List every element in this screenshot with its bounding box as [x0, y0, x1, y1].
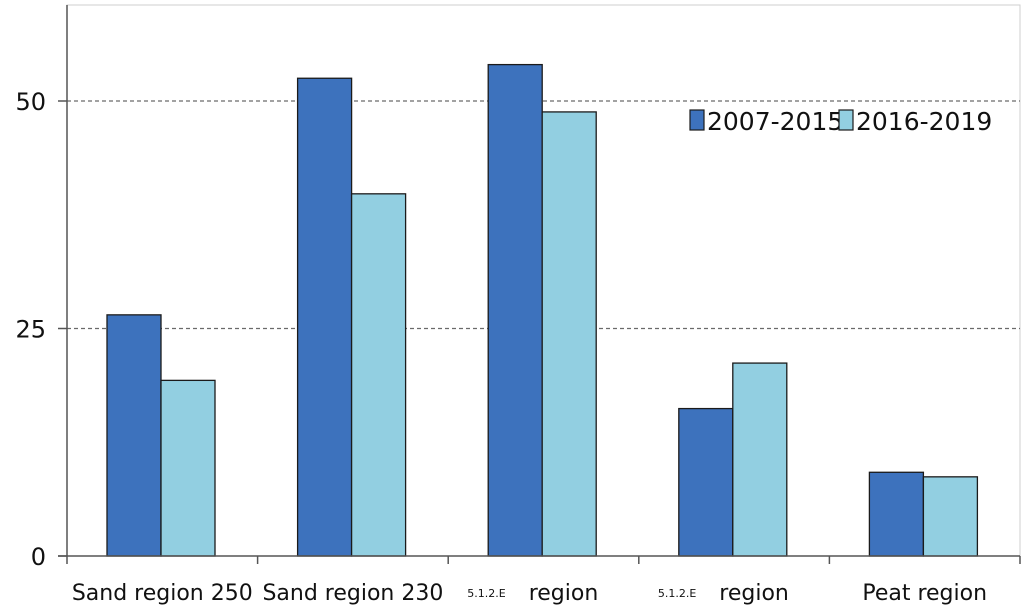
- legend-swatch-2007-2015: [689, 109, 705, 131]
- bar-2016-2019-1: [160, 379, 216, 557]
- legend-swatch-2016-2019: [838, 109, 854, 131]
- bar-2016-2019-4: [732, 362, 788, 557]
- x-category-label-1: Sand region 250: [72, 581, 253, 606]
- y-tick-labels: 0 25 50: [15, 88, 46, 571]
- y-tick-label-50: 50: [15, 88, 46, 116]
- y-tick-label-0: 0: [31, 543, 46, 571]
- x-category-label-3: region: [529, 581, 599, 606]
- x-category-prefix-3: 5.1.2.E: [467, 587, 505, 600]
- x-category-label-5: Peat region: [862, 581, 987, 606]
- legend-label-2007-2015: 2007-2015: [707, 107, 843, 136]
- bar-2016-2019-5: [922, 476, 979, 557]
- bar-2007-2015-4: [678, 407, 734, 557]
- x-category-prefix-4: 5.1.2.E: [658, 587, 696, 600]
- x-category-label-2: Sand region 230: [262, 581, 443, 606]
- legend-label-2016-2019: 2016-2019: [856, 107, 992, 136]
- bar-2007-2015-1: [106, 314, 162, 557]
- axes: [58, 5, 1021, 564]
- bar-2007-2015-5: [868, 471, 925, 557]
- x-category-labels: Sand region 250 Sand region 230 5.1.2.E reg…: [72, 581, 987, 606]
- x-category-label-4: region: [719, 581, 789, 606]
- legend: 2007-2015 2016-2019: [689, 107, 992, 136]
- bar-2007-2015-2: [296, 77, 353, 557]
- bar-2016-2019-3: [541, 111, 597, 557]
- bar-2007-2015-3: [487, 63, 543, 557]
- bar-2016-2019-2: [350, 193, 407, 557]
- y-tick-label-25: 25: [15, 316, 46, 344]
